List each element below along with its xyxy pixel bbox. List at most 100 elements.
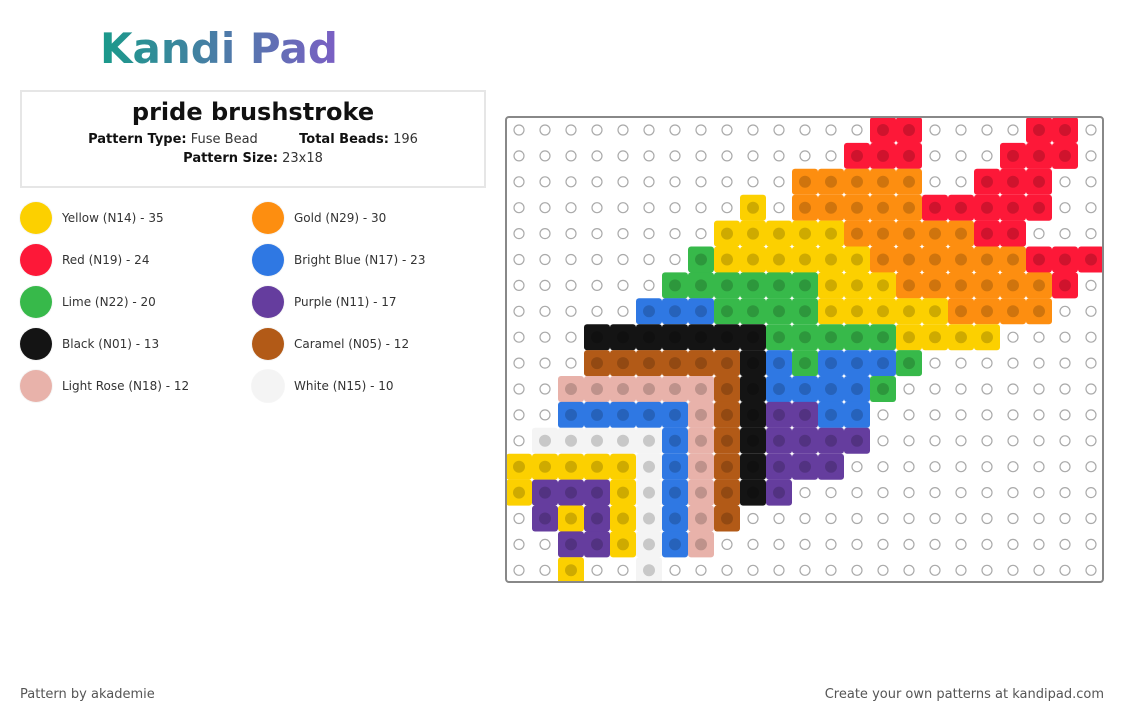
bead-hole [1059,253,1071,266]
peg [799,124,811,136]
bead-hole [721,253,733,266]
peg [695,564,707,576]
bead [662,401,688,428]
bead-hole [825,175,837,188]
bead-hole [1059,124,1071,136]
peg [565,279,577,291]
bead-hole [851,357,863,370]
bead [922,324,948,351]
peg [929,564,941,576]
bead-hole [539,486,551,499]
bead-hole [955,253,967,266]
bead [896,272,922,299]
bead [636,298,662,325]
bead [714,427,740,454]
bead [948,194,974,221]
bead [792,272,818,299]
bead [584,376,610,402]
pattern-card: pride brushstroke Pattern Type: Fuse Bea… [20,90,486,188]
bead-hole [851,253,863,266]
bead [688,427,714,454]
legend-label: Bright Blue (N17) - 23 [294,253,426,267]
bead-hole [773,357,785,370]
bead [818,401,844,428]
peg [981,564,993,576]
peg [1085,435,1097,447]
bead-hole [643,564,655,577]
peg [1059,227,1071,240]
bead-hole [669,408,681,421]
bead [1000,272,1026,299]
bead-hole [1007,253,1019,266]
bead-hole [591,357,603,370]
bead [610,479,636,506]
peg [955,176,967,188]
bead-hole [955,227,967,240]
peg [513,253,525,266]
peg [565,357,577,369]
bead-hole [721,486,733,499]
bead [636,401,662,428]
bead-hole [825,331,837,344]
bead [688,246,714,273]
bead [610,505,636,532]
bead-hole [773,434,785,447]
peg [643,253,655,266]
bead [974,194,1000,221]
peg [955,461,967,473]
bead [844,246,870,273]
peg [773,564,785,576]
bead [636,505,662,532]
bead-hole [617,357,629,370]
bead-hole [851,227,863,240]
bead [818,272,844,299]
bead-hole [825,357,837,370]
bead [766,479,792,506]
info-row: Pattern Type: Fuse Bead Total Beads: 196 [22,132,484,147]
bead-hole [695,331,707,344]
bead [610,376,636,402]
bead [610,531,636,558]
bead-hole [955,305,967,318]
bead-hole [1033,279,1045,292]
bead-hole [591,538,603,551]
bead-hole [695,305,707,318]
bead-hole [565,408,577,421]
peg [695,227,707,240]
bead [1052,272,1078,299]
bead-hole [695,538,707,551]
bead [740,272,766,299]
value: 23x18 [282,151,323,166]
peg [981,461,993,473]
bead [558,505,584,532]
bead [662,479,688,506]
cta[interactable]: Create your own patterns at kandipad.com [824,687,1104,702]
bead-hole [747,383,759,395]
bead-hole [877,175,889,188]
bead-hole [877,279,889,292]
bead [870,272,896,299]
bead-hole [851,279,863,292]
bead-hole [851,383,863,395]
bead-hole [955,331,967,344]
bead-hole [799,331,811,344]
bead [558,453,584,480]
bead [1052,246,1078,273]
bead [688,505,714,532]
peg [1033,461,1045,473]
bead [610,324,636,351]
peg [929,409,941,421]
bead [558,376,584,402]
peg [721,564,733,576]
credit: Pattern by akademie [20,687,155,702]
bead [714,376,740,402]
peg [539,538,551,550]
bead [1026,298,1052,325]
bead-hole [903,201,915,214]
bead-hole [617,408,629,421]
bead [948,272,974,299]
peg [903,409,915,421]
bead [948,246,974,273]
bead-hole [877,149,889,162]
bead [636,453,662,480]
